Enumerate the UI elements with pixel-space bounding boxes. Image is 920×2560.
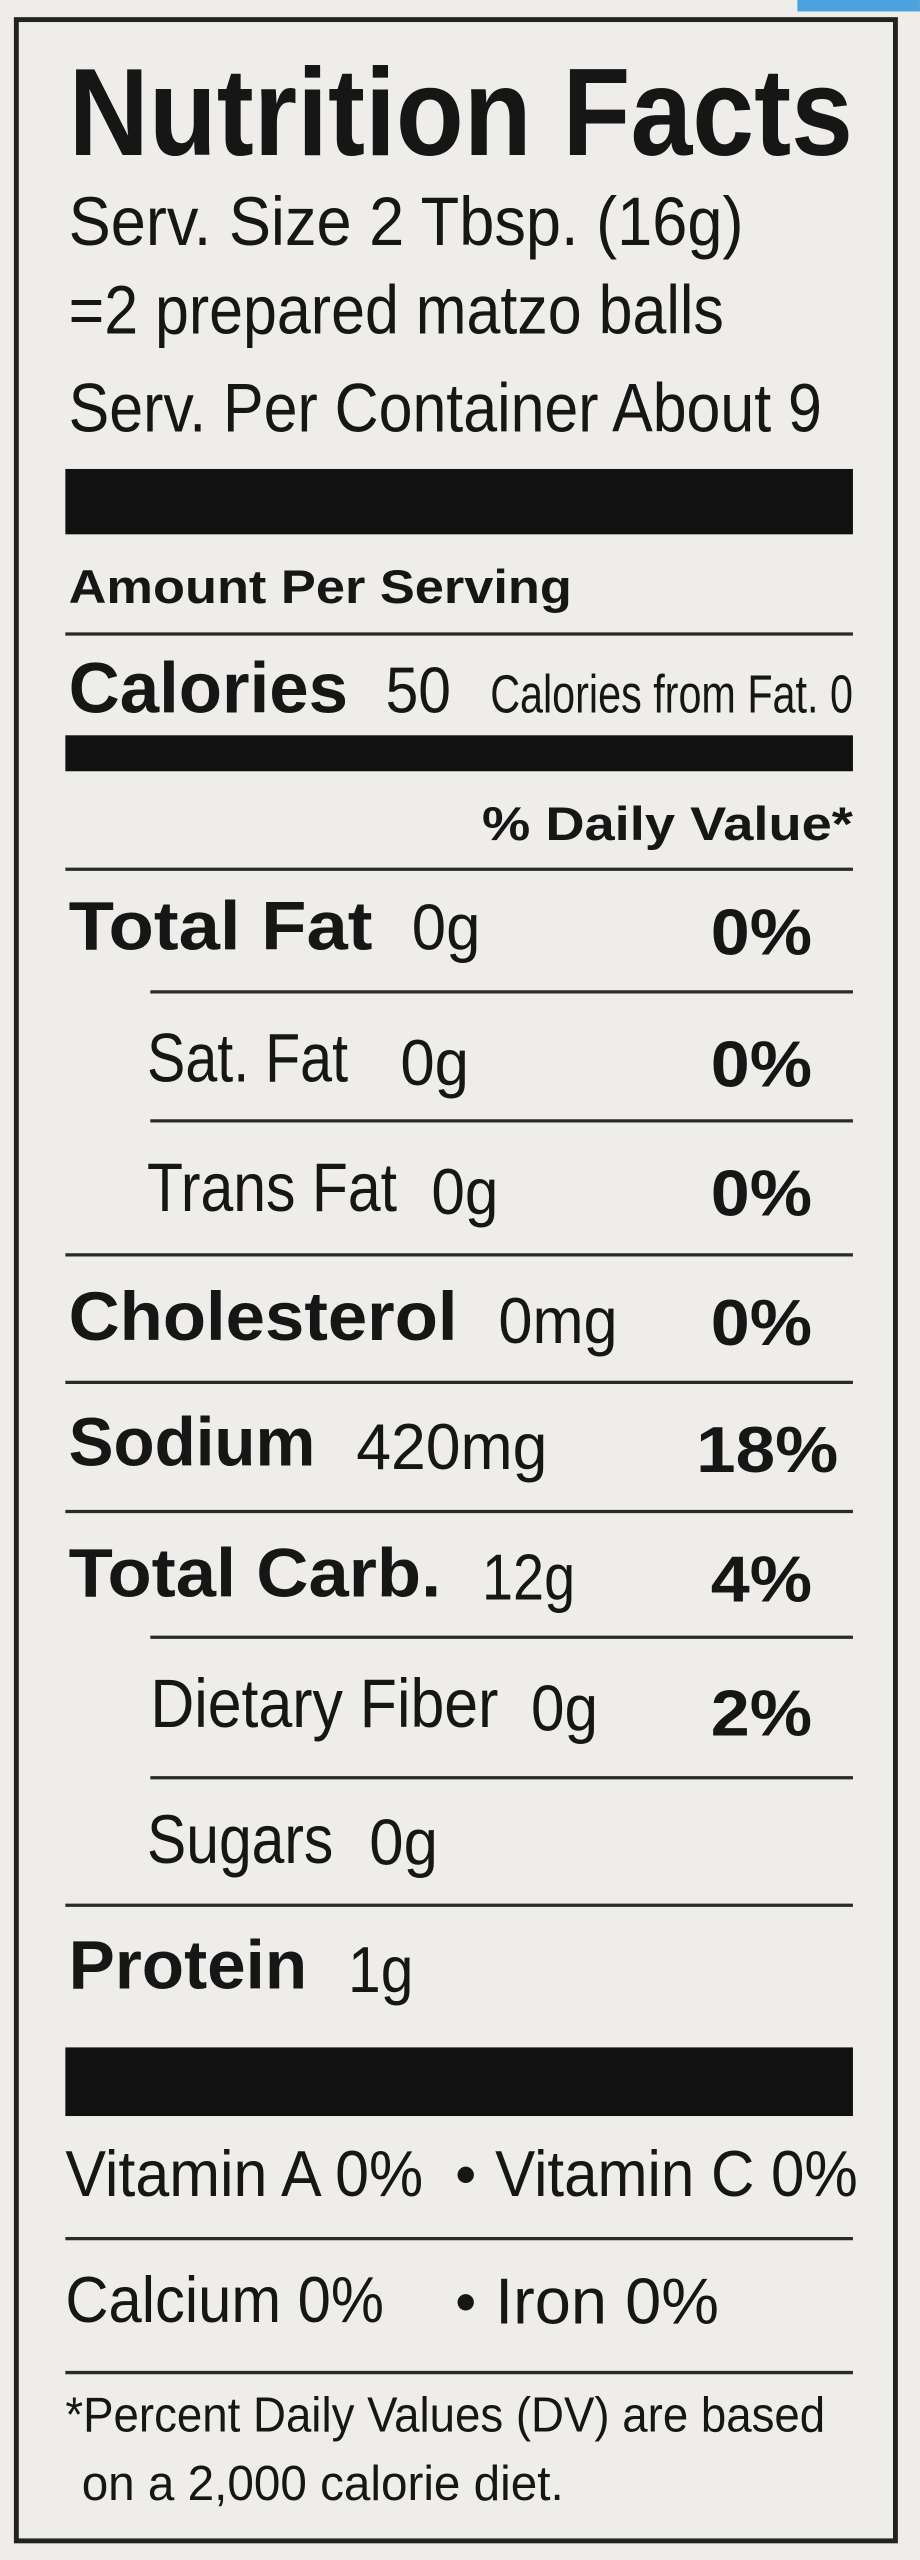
amount-per-serving: Amount Per Serving (69, 561, 572, 614)
nutrient-dv: 0% (711, 1157, 812, 1230)
bullet (457, 2166, 474, 2184)
nutrient-amount: 420mg (356, 1410, 547, 1483)
footnote: on a 2,000 calorie diet. (82, 2457, 564, 2511)
thick-rule (65, 735, 853, 772)
nutrient-amount: 1g (348, 1933, 413, 2006)
nutrient-dv: 0% (711, 1028, 812, 1101)
vitamin: Vitamin C 0% (495, 2137, 858, 2210)
nutrient-name: Cholesterol (69, 1278, 458, 1355)
title: Nutrition Facts (69, 44, 853, 182)
calories-label: Calories (69, 648, 348, 728)
nutrient-amount: 0mg (498, 1284, 617, 1357)
edge-strip (797, 0, 920, 12)
nutrient-amount: 0g (531, 1671, 598, 1744)
nutrient-name: Sodium (69, 1404, 316, 1481)
vitamin: Calcium 0% (65, 2263, 384, 2336)
nutrient-amount: 0g (431, 1155, 498, 1228)
footnote: *Percent Daily Values (DV) are based (65, 2388, 825, 2442)
nutrient-amount: 0g (400, 1026, 469, 1099)
daily-value-header: % Daily Value* (482, 798, 854, 851)
nutrient-name: Total Carb. (69, 1534, 442, 1611)
thick-rule (65, 2047, 853, 2117)
nutrient-dv: 18% (696, 1413, 838, 1486)
nutrient-name: Sugars (147, 1801, 333, 1878)
nutrient-name: Sat. Fat (147, 1020, 348, 1097)
thick-rule (65, 468, 853, 535)
nutrient-dv: 2% (711, 1676, 812, 1749)
nutrient-dv: 4% (711, 1542, 812, 1615)
nutrient-name: Dietary Fiber (150, 1665, 498, 1742)
nutrient-name: Protein (69, 1927, 308, 2004)
calories-value: 50 (386, 653, 451, 726)
nutrient-name: Trans Fat (147, 1149, 397, 1226)
serving-size: Serv. Size 2 Tbsp. (16g) (69, 183, 744, 260)
label-border (13, 17, 898, 2544)
calories-from-fat: Calories from Fat. 0 (490, 664, 853, 724)
nutrient-dv: 0% (711, 1286, 812, 1359)
vitamin: Iron 0% (495, 2265, 719, 2338)
serving-equivalent: =2 prepared matzo balls (69, 271, 724, 348)
nutrient-dv: 0% (711, 895, 812, 968)
nutrient-amount: 12g (482, 1541, 575, 1614)
nutrient-amount: 0g (412, 890, 481, 963)
nutrient-amount: 0g (369, 1805, 438, 1878)
bullet (457, 2294, 474, 2311)
vitamin: Vitamin A 0% (65, 2137, 423, 2210)
nutrient-name: Total Fat (69, 887, 373, 964)
servings-per-container: Serv. Per Container About 9 (69, 369, 822, 446)
